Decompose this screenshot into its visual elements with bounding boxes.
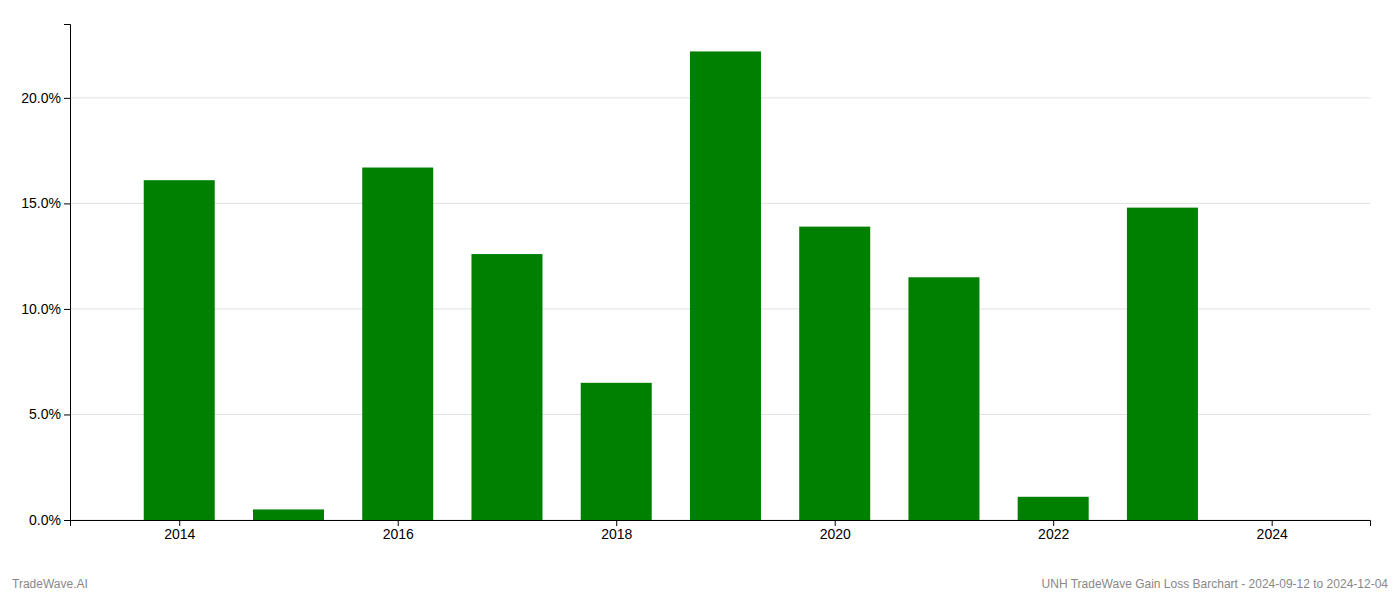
x-tick-label: 2018 <box>601 526 632 542</box>
y-tick: 10.0% <box>21 301 70 317</box>
x-tick: 2016 <box>383 520 414 542</box>
bar <box>362 168 433 520</box>
bar <box>1127 208 1198 520</box>
y-axis-line <box>64 25 71 521</box>
y-tick-mark <box>64 520 70 521</box>
y-tick-label: 0.0% <box>29 512 61 528</box>
bar <box>581 383 652 520</box>
bar <box>690 51 761 520</box>
x-tick-label: 2024 <box>1257 526 1288 542</box>
x-axis: 2014 2016 2018 2020 2022 2024 <box>71 520 1371 542</box>
x-tick: 2024 <box>1257 520 1288 542</box>
chart: 2014 2016 2018 2020 2022 2024 0.0% 5.0% 10.0% 15.… <box>0 0 1400 600</box>
y-tick-mark <box>64 203 70 204</box>
y-tick-label: 5.0% <box>29 406 61 422</box>
x-tick-label: 2016 <box>383 526 414 542</box>
bar <box>253 509 324 520</box>
x-tick: 2022 <box>1038 520 1069 542</box>
plot: 2014 2016 2018 2020 2022 2024 0.0% 5.0% 10.0% 15.… <box>21 25 1370 542</box>
x-axis-line <box>71 521 1371 527</box>
bar <box>144 180 215 520</box>
bar <box>799 227 870 520</box>
y-tick: 5.0% <box>29 406 70 422</box>
footer-right: UNH TradeWave Gain Loss Barchart - 2024-… <box>1042 577 1389 591</box>
bar <box>1018 497 1089 520</box>
y-tick: 20.0% <box>21 90 70 106</box>
y-axis: 0.0% 5.0% 10.0% 15.0% 20.0% <box>21 25 70 528</box>
footer-left: TradeWave.AI <box>12 577 88 591</box>
bar <box>908 277 979 520</box>
x-tick: 2014 <box>164 520 195 542</box>
x-tick-label: 2022 <box>1038 526 1069 542</box>
x-tick: 2020 <box>820 520 851 542</box>
bars <box>144 51 1198 520</box>
bar <box>471 254 542 520</box>
y-tick-mark <box>64 98 70 99</box>
bar <box>1236 520 1307 521</box>
y-tick-mark <box>64 309 70 310</box>
y-tick: 15.0% <box>21 195 70 211</box>
y-tick-label: 15.0% <box>21 195 61 211</box>
x-tick-label: 2020 <box>820 526 851 542</box>
y-tick-label: 10.0% <box>21 301 61 317</box>
y-tick-mark <box>64 414 70 415</box>
y-tick-label: 20.0% <box>21 90 61 106</box>
y-tick: 0.0% <box>29 512 70 528</box>
x-tick-label: 2014 <box>164 526 195 542</box>
x-tick: 2018 <box>601 520 632 542</box>
